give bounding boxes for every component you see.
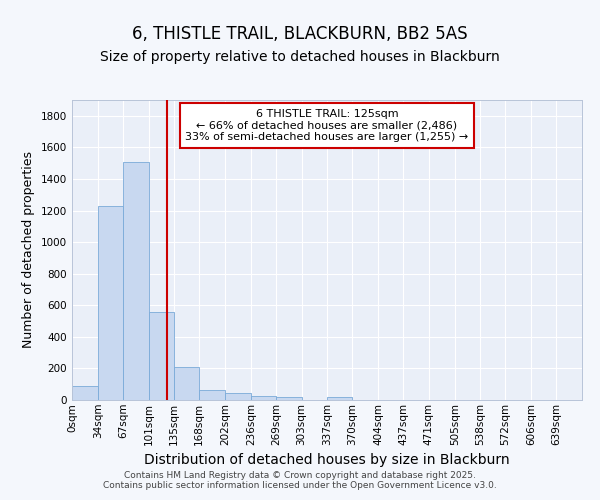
- Bar: [149, 312, 175, 400]
- Bar: [123, 162, 149, 400]
- Bar: [276, 397, 302, 400]
- Bar: [72, 386, 98, 400]
- Bar: [225, 393, 251, 400]
- Text: Size of property relative to detached houses in Blackburn: Size of property relative to detached ho…: [100, 50, 500, 64]
- Text: 6 THISTLE TRAIL: 125sqm
← 66% of detached houses are smaller (2,486)
33% of semi: 6 THISTLE TRAIL: 125sqm ← 66% of detache…: [185, 109, 469, 142]
- Text: 6, THISTLE TRAIL, BLACKBURN, BB2 5AS: 6, THISTLE TRAIL, BLACKBURN, BB2 5AS: [132, 25, 468, 43]
- Text: Contains HM Land Registry data © Crown copyright and database right 2025.
Contai: Contains HM Land Registry data © Crown c…: [103, 470, 497, 490]
- Y-axis label: Number of detached properties: Number of detached properties: [22, 152, 35, 348]
- Bar: [98, 206, 123, 400]
- Bar: [251, 396, 276, 400]
- X-axis label: Distribution of detached houses by size in Blackburn: Distribution of detached houses by size …: [144, 453, 510, 467]
- Bar: [175, 367, 199, 400]
- Bar: [328, 397, 352, 400]
- Bar: [199, 390, 225, 400]
